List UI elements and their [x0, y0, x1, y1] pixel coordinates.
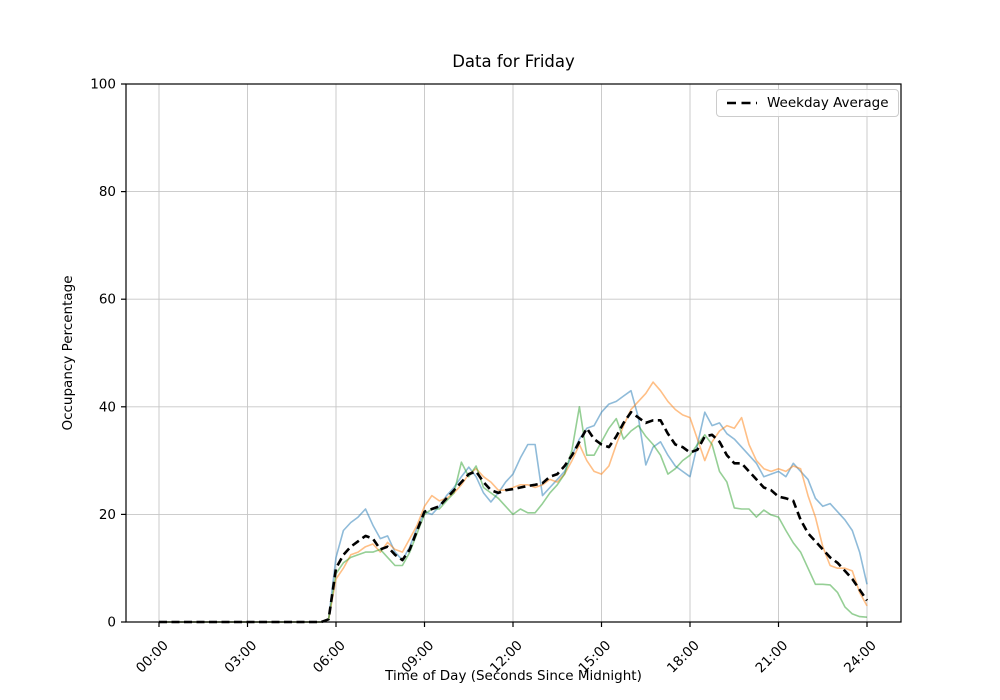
x-axis-label: Time of Day (Seconds Since Midnight) — [385, 668, 642, 684]
legend: Weekday Average — [716, 89, 899, 117]
y-tick-label: 40 — [99, 399, 116, 415]
legend-dash-sample — [727, 101, 757, 105]
y-tick-label: 100 — [90, 77, 116, 93]
y-tick-label: 80 — [99, 184, 116, 200]
y-tick-label: 60 — [99, 292, 116, 308]
plot-border — [125, 83, 902, 623]
chart-title: Data for Friday — [452, 52, 575, 71]
y-tick-label: 0 — [107, 615, 116, 631]
legend-label: Weekday Average — [767, 95, 889, 111]
y-tick-label: 20 — [99, 507, 116, 523]
y-axis-label: Occupancy Percentage — [60, 275, 76, 431]
